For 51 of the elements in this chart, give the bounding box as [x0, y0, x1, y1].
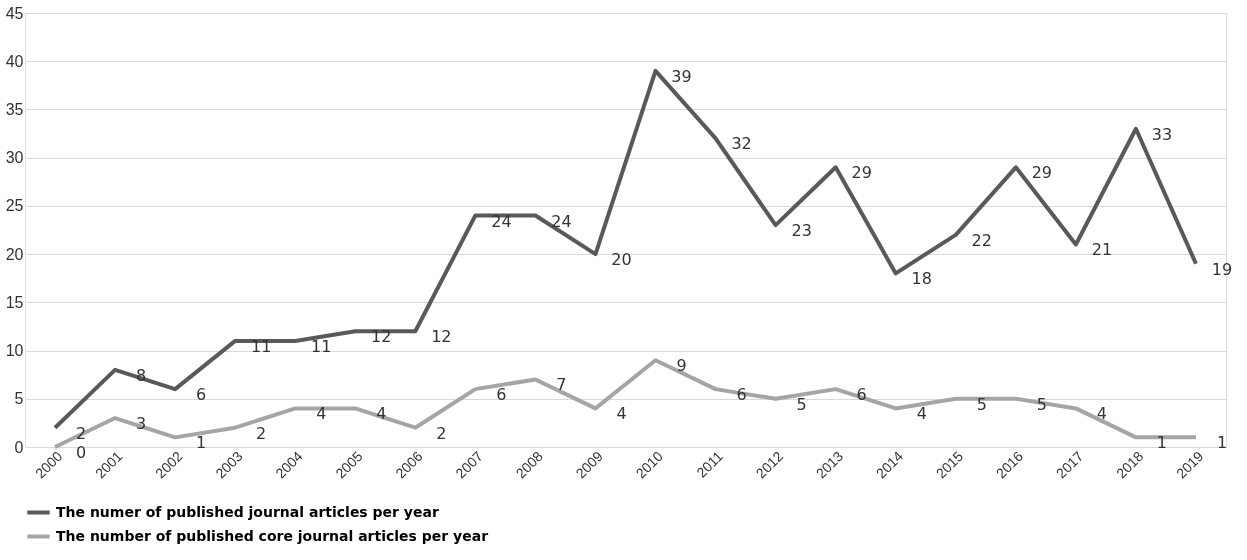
data-label: 32 [731, 134, 752, 154]
data-label: 1 [1156, 433, 1168, 453]
data-label: 1 [1216, 433, 1228, 453]
data-label: 22 [971, 230, 992, 250]
data-label: 1 [196, 433, 207, 453]
data-label: 11 [251, 336, 272, 356]
data-label: 6 [856, 385, 867, 405]
data-label: 29 [1031, 163, 1052, 183]
data-label: 0 [75, 443, 87, 462]
data-label: 5 [796, 394, 807, 414]
data-label: 12 [371, 327, 392, 347]
data-label: 4 [916, 404, 927, 424]
y-tick-label: 45 [5, 4, 24, 22]
data-label: 23 [791, 221, 812, 241]
data-label: 4 [316, 404, 327, 424]
data-label: 4 [616, 404, 627, 424]
y-tick-label: 10 [5, 342, 24, 360]
data-label: 4 [1096, 404, 1107, 424]
data-label: 6 [496, 385, 507, 405]
legend-label: The number of published core journal articles per year [56, 527, 489, 544]
data-label: 9 [676, 356, 687, 376]
y-tick-label: 0 [14, 438, 24, 456]
data-label: 7 [556, 375, 567, 395]
data-label: 4 [376, 404, 387, 424]
y-tick-label: 35 [5, 100, 24, 118]
y-tick-label: 15 [5, 293, 24, 311]
data-label: 29 [851, 163, 872, 183]
legend-label: The numer of published journal articles per year [56, 503, 439, 520]
data-label: 12 [431, 327, 452, 347]
data-label: 2 [436, 423, 447, 443]
data-label: 19 [1211, 259, 1233, 279]
data-label: 18 [911, 269, 932, 289]
data-label: 6 [736, 385, 747, 405]
data-label: 2 [75, 423, 87, 443]
data-label: 20 [611, 250, 632, 270]
y-tick-label: 20 [5, 245, 24, 263]
data-label: 3 [135, 414, 147, 434]
data-label: 11 [311, 336, 332, 356]
y-tick-label: 30 [5, 149, 24, 167]
data-label: 33 [1151, 124, 1173, 144]
data-label: 39 [671, 66, 692, 86]
data-label: 5 [976, 394, 987, 414]
data-label: 24 [491, 211, 512, 231]
data-label: 5 [1036, 394, 1047, 414]
data-label: 6 [196, 385, 207, 405]
y-tick-label: 5 [14, 390, 24, 408]
data-label: 21 [1091, 240, 1113, 260]
y-tick-label: 25 [5, 197, 24, 215]
y-tick-label: 40 [5, 52, 24, 70]
data-label: 2 [256, 423, 267, 443]
data-label: 24 [551, 211, 572, 231]
